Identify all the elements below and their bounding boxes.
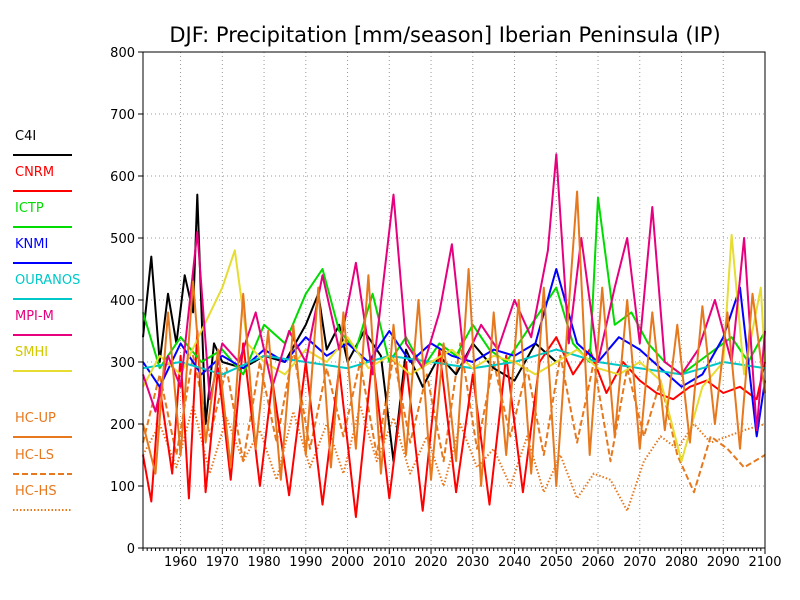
- y-tick-label: 0: [127, 542, 135, 557]
- grid: [143, 52, 765, 548]
- y-tick-label: 400: [110, 294, 135, 309]
- legend-label-ouranos: OURANOS: [15, 273, 80, 288]
- y-tick-label: 200: [110, 418, 135, 433]
- x-tick-label: 2080: [665, 555, 698, 570]
- x-tick-label: 1970: [206, 555, 239, 570]
- legend-label-knmi: KNMI: [15, 237, 48, 252]
- legend-label-hc-up: HC-UP: [15, 411, 56, 426]
- legend-label-cnrm: CNRM: [15, 165, 54, 180]
- series-line-hc-up: [142, 190, 766, 487]
- y-tick-label: 500: [110, 232, 135, 247]
- x-tick-label: 1960: [164, 555, 197, 570]
- series-line-cnrm: [142, 330, 766, 518]
- legend-label-c4i: C4I: [15, 129, 36, 144]
- series-lines: [142, 153, 766, 518]
- x-tick-label: 1990: [289, 555, 322, 570]
- x-tick-label: 1980: [248, 555, 281, 570]
- x-tick-label: 2050: [540, 555, 573, 570]
- legend-label-smhi: SMHI: [15, 345, 48, 360]
- legend: C4I CNRM ICTP KNMI OURANOS MPI-M SMHI HC-UP HC-L…: [13, 129, 80, 511]
- axis-ticks: 0 100 200 300 400 500 600 700 800 1960 1970 1980 199…: [110, 46, 781, 570]
- legend-label-hc-ls: HC-LS: [15, 448, 54, 463]
- x-tick-label: 2100: [748, 555, 781, 570]
- series-line-ictp: [142, 196, 766, 376]
- series-line-hc-ls: [142, 342, 766, 494]
- x-tick-label: 2070: [623, 555, 656, 570]
- y-tick-label: 600: [110, 170, 135, 185]
- legend-label-ictp: ICTP: [15, 201, 44, 216]
- y-tick-label: 800: [110, 46, 135, 61]
- x-tick-label: 2000: [331, 555, 364, 570]
- x-tick-label: 2030: [456, 555, 489, 570]
- series-line-ouranos: [142, 348, 766, 376]
- y-tick-label: 100: [110, 480, 135, 495]
- chart-title: DJF: Precipitation [mm/season] Iberian P…: [169, 23, 720, 47]
- x-tick-label: 2010: [373, 555, 406, 570]
- x-tick-label: 2090: [707, 555, 740, 570]
- x-tick-label: 2020: [414, 555, 447, 570]
- x-tick-label: 2040: [498, 555, 531, 570]
- y-tick-label: 700: [110, 108, 135, 123]
- x-tick-label: 2060: [581, 555, 614, 570]
- legend-label-hc-hs: HC-HS: [15, 484, 57, 499]
- legend-label-mpi-m: MPI-M: [15, 309, 54, 324]
- y-tick-label: 300: [110, 356, 135, 371]
